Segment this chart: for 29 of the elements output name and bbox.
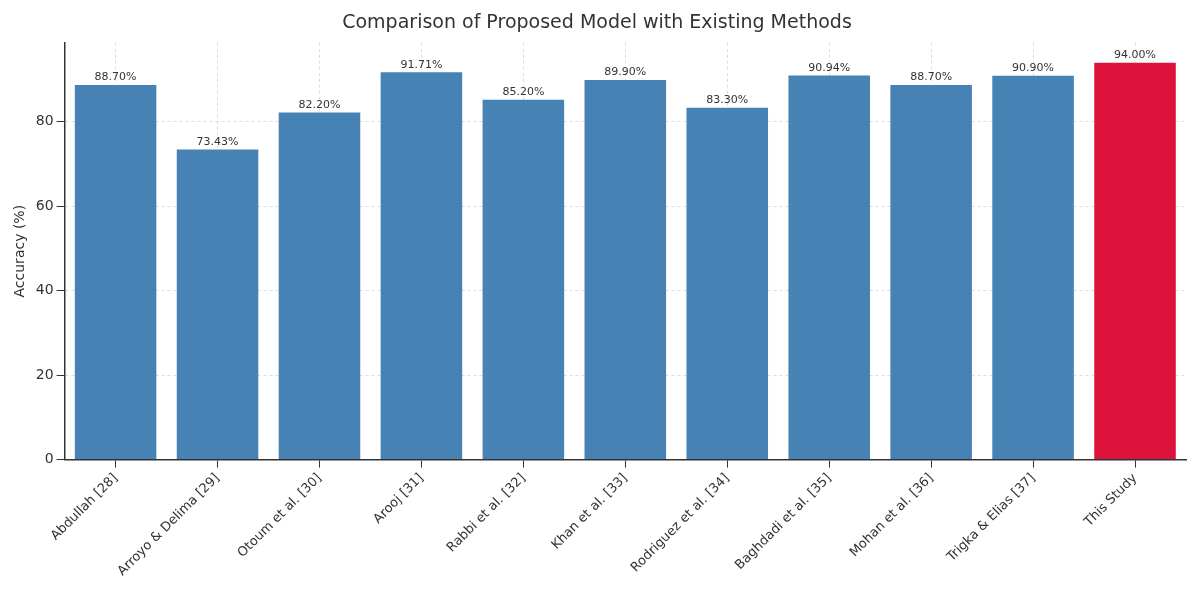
bar: [992, 75, 1074, 460]
data-label: 91.71%: [400, 57, 443, 71]
bar: [890, 85, 972, 460]
bar: [278, 112, 361, 460]
y-axis-title: Accuracy (%): [11, 204, 28, 298]
y-tick-label: 80: [35, 112, 54, 129]
bar: [380, 72, 463, 460]
bar: [176, 149, 259, 460]
data-label: 73.43%: [196, 134, 239, 148]
y-tick-label: 60: [35, 196, 54, 213]
bar: [686, 107, 769, 460]
data-label: 90.90%: [1012, 61, 1055, 75]
data-label: 90.94%: [808, 60, 851, 74]
y-tick-label: 0: [44, 450, 54, 467]
y-tick-label: 20: [35, 365, 54, 382]
data-label: 82.20%: [298, 97, 341, 111]
data-label: 83.30%: [706, 93, 749, 107]
y-tick-label: 40: [35, 281, 54, 298]
bar: [584, 79, 667, 460]
data-label: 88.70%: [910, 70, 953, 84]
bar: [74, 85, 157, 460]
data-label: 88.70%: [94, 70, 137, 84]
chart-title: Comparison of Proposed Model with Existing Methods: [342, 10, 852, 33]
data-label: 89.90%: [604, 65, 647, 79]
data-label: 94.00%: [1114, 48, 1156, 62]
bar: [482, 99, 565, 460]
bar: [1094, 62, 1176, 460]
data-label: 85.20%: [502, 85, 545, 99]
bar: [788, 75, 870, 460]
